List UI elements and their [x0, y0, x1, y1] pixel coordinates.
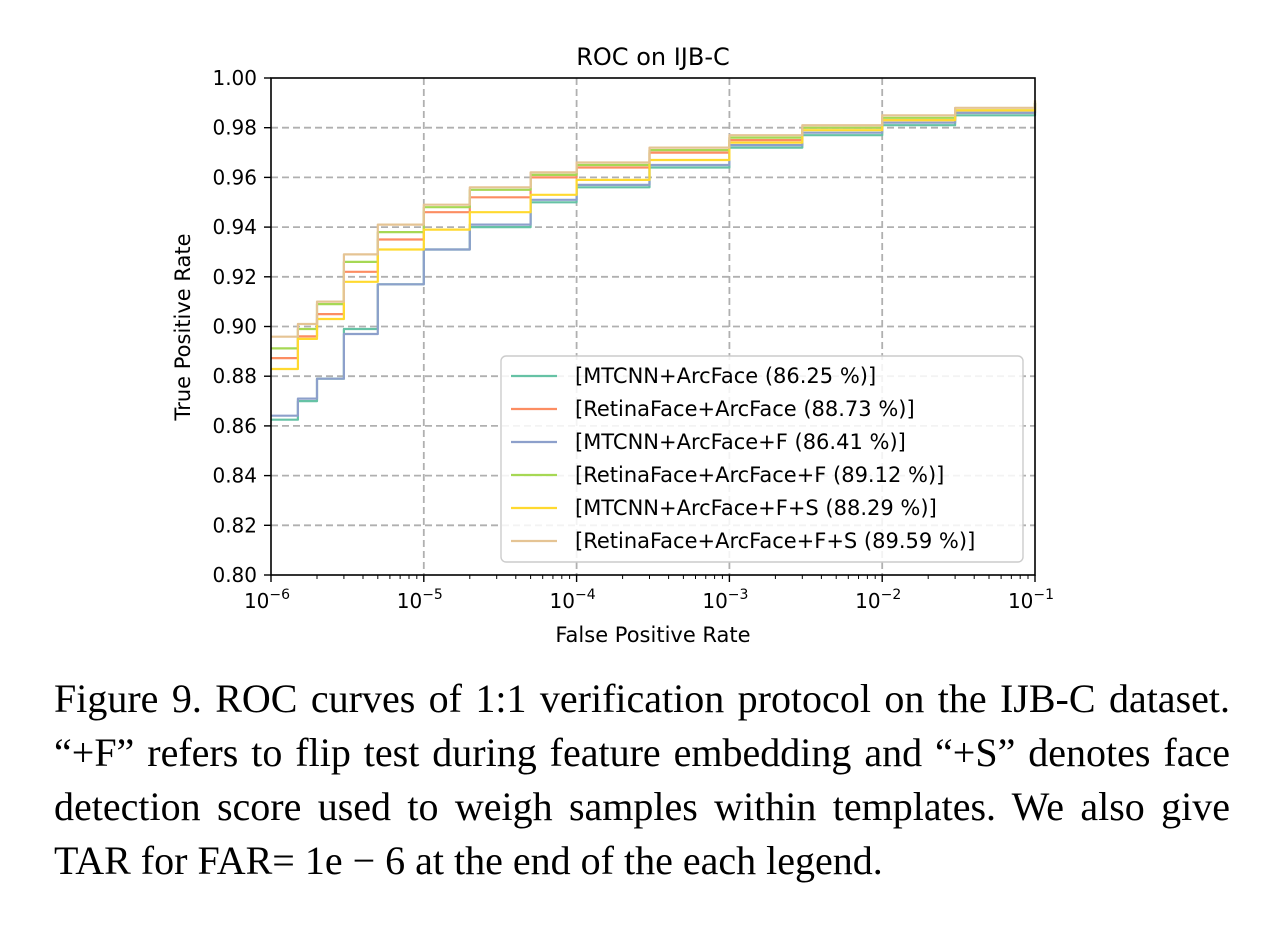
y-tick-label: 0.84: [212, 464, 257, 488]
x-tick-base: 10: [244, 589, 269, 613]
x-tick-label: 10−2: [855, 587, 901, 613]
x-tick-label: 10−4: [550, 587, 596, 613]
roc-series-line: [271, 102, 1037, 360]
y-tick-label: 0.92: [212, 265, 257, 289]
x-tick-label: 10−3: [702, 587, 748, 613]
y-tick-label: 1.00: [212, 66, 257, 90]
x-tick-exponent: −5: [422, 587, 443, 603]
x-tick-base: 10: [702, 589, 727, 613]
series-layer: [271, 100, 1037, 421]
legend-entry: [RetinaFace+ArcFace (88.73 %)]: [575, 397, 915, 421]
y-tick-label: 0.90: [212, 315, 257, 339]
x-tick-base: 10: [397, 589, 422, 613]
x-tick-label: 10−5: [397, 587, 443, 613]
roc-chart: ROC on IJB-C 0.80 0.82 0.84 0.86 0.88 0.90 0.9…: [171, 43, 1054, 647]
y-tick-label: 0.98: [212, 116, 257, 140]
legend-entry: [MTCNN+ArcFace (86.25 %)]: [575, 364, 876, 388]
y-axis-label: True Positive Rate: [171, 233, 195, 421]
chart-title: ROC on IJB-C: [576, 43, 730, 71]
x-tick-label: 10−1: [1008, 587, 1054, 613]
x-tick-exponent: −2: [881, 587, 902, 603]
x-tick-exponent: −3: [728, 587, 749, 603]
y-tick-label: 0.86: [212, 414, 257, 438]
legend-entry: [RetinaFace+ArcFace+F (89.12 %)]: [575, 463, 944, 487]
x-tick-exponent: −6: [269, 587, 290, 603]
x-tick-label: 10−6: [244, 587, 290, 613]
y-tick-label: 0.88: [212, 364, 257, 388]
legend: [MTCNN+ArcFace (86.25 %)] [RetinaFace+Arc…: [500, 355, 1024, 563]
y-tick-label: 0.80: [212, 563, 257, 587]
x-tick-base: 10: [550, 589, 575, 613]
x-tick-base: 10: [855, 589, 880, 613]
x-axis-label: False Positive Rate: [555, 623, 750, 647]
axis-ticks: 0.80 0.82 0.84 0.86 0.88 0.90 0.92 0.94 0.96 0.98…: [212, 66, 1054, 613]
legend-entry: [MTCNN+ArcFace+F+S (88.29 %)]: [575, 496, 937, 520]
legend-box: [500, 355, 1024, 563]
figure-caption: Figure 9. ROC curves of 1:1 verification…: [54, 676, 1230, 883]
legend-entry: [MTCNN+ArcFace+F (86.41 %)]: [575, 430, 906, 454]
legend-entry: [RetinaFace+ArcFace+F+S (89.59 %)]: [575, 529, 975, 553]
y-tick-label: 0.94: [212, 215, 257, 239]
x-tick-exponent: −1: [1033, 587, 1054, 603]
y-tick-label: 0.82: [212, 513, 257, 537]
x-tick-base: 10: [1008, 589, 1033, 613]
y-tick-label: 0.96: [212, 165, 257, 189]
roc-series-line: [271, 100, 1037, 371]
x-tick-exponent: −4: [575, 587, 596, 603]
roc-series-line: [271, 100, 1037, 338]
